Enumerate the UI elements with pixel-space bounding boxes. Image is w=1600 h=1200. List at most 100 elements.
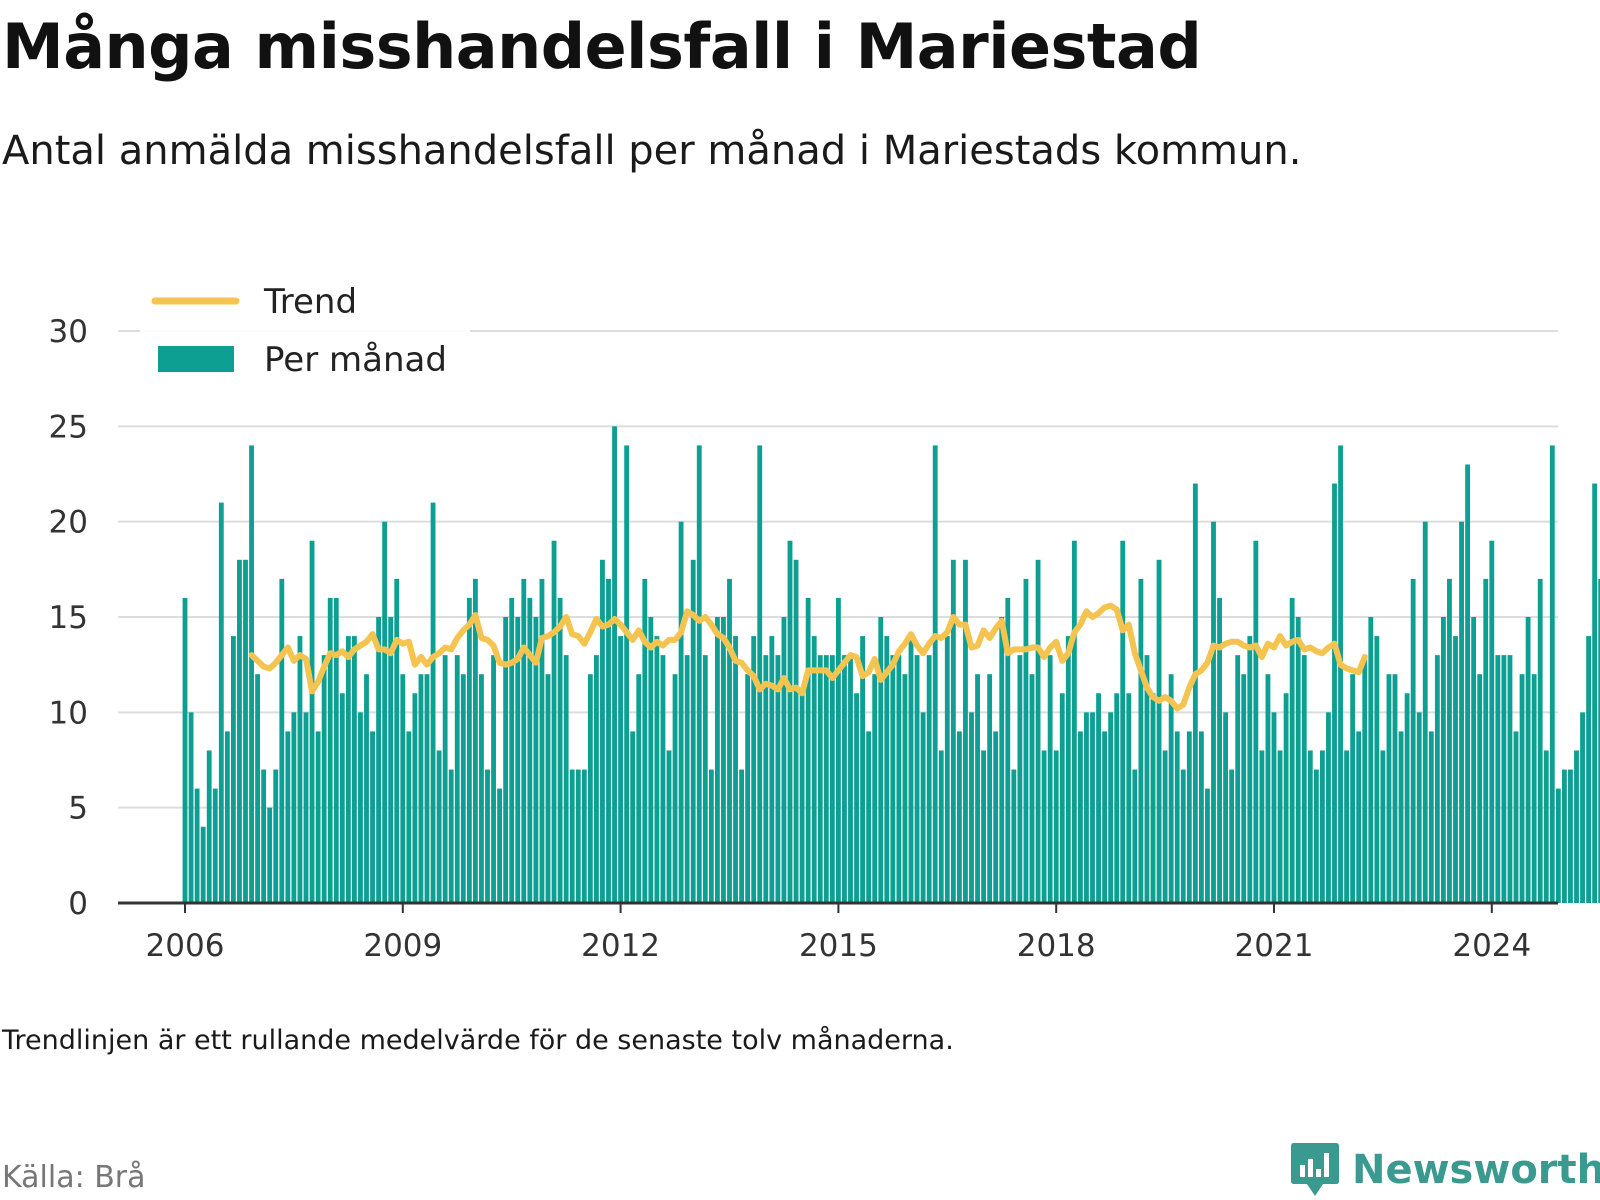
bar — [1205, 788, 1210, 903]
y-tick-label: 30 — [49, 314, 88, 350]
bar — [539, 578, 545, 903]
bar — [684, 655, 690, 903]
bar — [811, 636, 817, 903]
legend-label-trend: Trend — [263, 282, 357, 322]
bar — [1326, 712, 1331, 903]
bar — [1023, 578, 1029, 903]
bar — [400, 674, 406, 903]
brand-name: Newsworthy — [1352, 1147, 1600, 1193]
bar — [1513, 731, 1519, 903]
bar — [1120, 540, 1126, 903]
bar — [999, 617, 1005, 903]
bar — [466, 597, 472, 903]
bar — [981, 750, 987, 903]
bar — [835, 597, 841, 903]
chart: 0 5 10 15 20 25 30 2006 2009 2012 2015 2018 2021 2024… — [49, 282, 1600, 964]
bar — [303, 712, 309, 903]
bar — [751, 636, 757, 903]
bar — [358, 712, 363, 903]
x-tick-label: 2009 — [363, 928, 442, 964]
bar — [472, 578, 478, 903]
bar — [1035, 559, 1041, 903]
bar — [1102, 731, 1108, 903]
bar — [702, 655, 708, 903]
bar — [551, 540, 557, 903]
bar — [630, 731, 636, 903]
bar — [370, 731, 375, 903]
y-tick-label: 10 — [49, 695, 88, 731]
bar — [1283, 693, 1289, 903]
bar — [1289, 597, 1295, 903]
bar — [1223, 712, 1229, 903]
bar — [721, 617, 726, 903]
bar — [521, 578, 527, 903]
bar — [745, 674, 751, 903]
bar — [1319, 750, 1325, 903]
bar — [884, 636, 890, 903]
bar — [497, 788, 503, 903]
bar — [1392, 674, 1398, 903]
bar — [1156, 559, 1162, 903]
bar — [1174, 731, 1180, 903]
bar — [950, 559, 956, 903]
bar — [1507, 655, 1513, 903]
bar — [1398, 731, 1404, 903]
bar — [829, 655, 835, 903]
trend-series-line — [248, 602, 1368, 712]
bar — [212, 788, 218, 903]
x-tick-label: 2024 — [1452, 928, 1531, 964]
bar — [255, 674, 261, 903]
bar — [1568, 769, 1573, 903]
bar — [1041, 750, 1047, 903]
bar — [1531, 674, 1537, 903]
bar — [848, 655, 853, 903]
bar — [793, 559, 799, 903]
bar — [1380, 750, 1386, 903]
bar — [388, 617, 394, 903]
bar — [757, 445, 763, 903]
bar — [1295, 617, 1301, 903]
bar — [1483, 578, 1489, 903]
bar — [938, 750, 944, 903]
bar — [200, 826, 206, 903]
bar — [509, 597, 515, 903]
bar — [406, 731, 412, 903]
bar — [678, 521, 684, 903]
bar — [1368, 617, 1374, 903]
bar — [485, 769, 490, 903]
bar — [448, 769, 454, 903]
bar — [763, 655, 769, 903]
bar — [1489, 540, 1495, 903]
bar — [1501, 655, 1507, 903]
bar — [872, 674, 878, 903]
bar — [666, 750, 672, 903]
bar — [182, 597, 188, 903]
bar — [1525, 617, 1531, 903]
bar — [394, 578, 400, 903]
bar — [969, 712, 974, 903]
bar — [194, 788, 200, 903]
bar — [1543, 750, 1549, 903]
bar — [581, 769, 587, 903]
bar — [575, 769, 581, 903]
bar — [926, 655, 932, 903]
bar — [1259, 750, 1265, 903]
bar — [1344, 750, 1350, 903]
bar — [1138, 578, 1144, 903]
bar — [297, 636, 303, 903]
bar — [545, 674, 551, 903]
bar — [1313, 769, 1319, 903]
bar — [1247, 636, 1253, 903]
bar — [315, 731, 321, 903]
bar — [418, 674, 424, 903]
bar — [618, 636, 624, 903]
bar — [1519, 674, 1525, 903]
bar — [436, 750, 442, 903]
bar — [515, 617, 521, 903]
bar — [1108, 712, 1114, 903]
bar — [557, 597, 563, 903]
bar — [1132, 769, 1138, 903]
bar — [854, 693, 859, 903]
bar — [1162, 750, 1168, 903]
bar — [739, 769, 745, 903]
